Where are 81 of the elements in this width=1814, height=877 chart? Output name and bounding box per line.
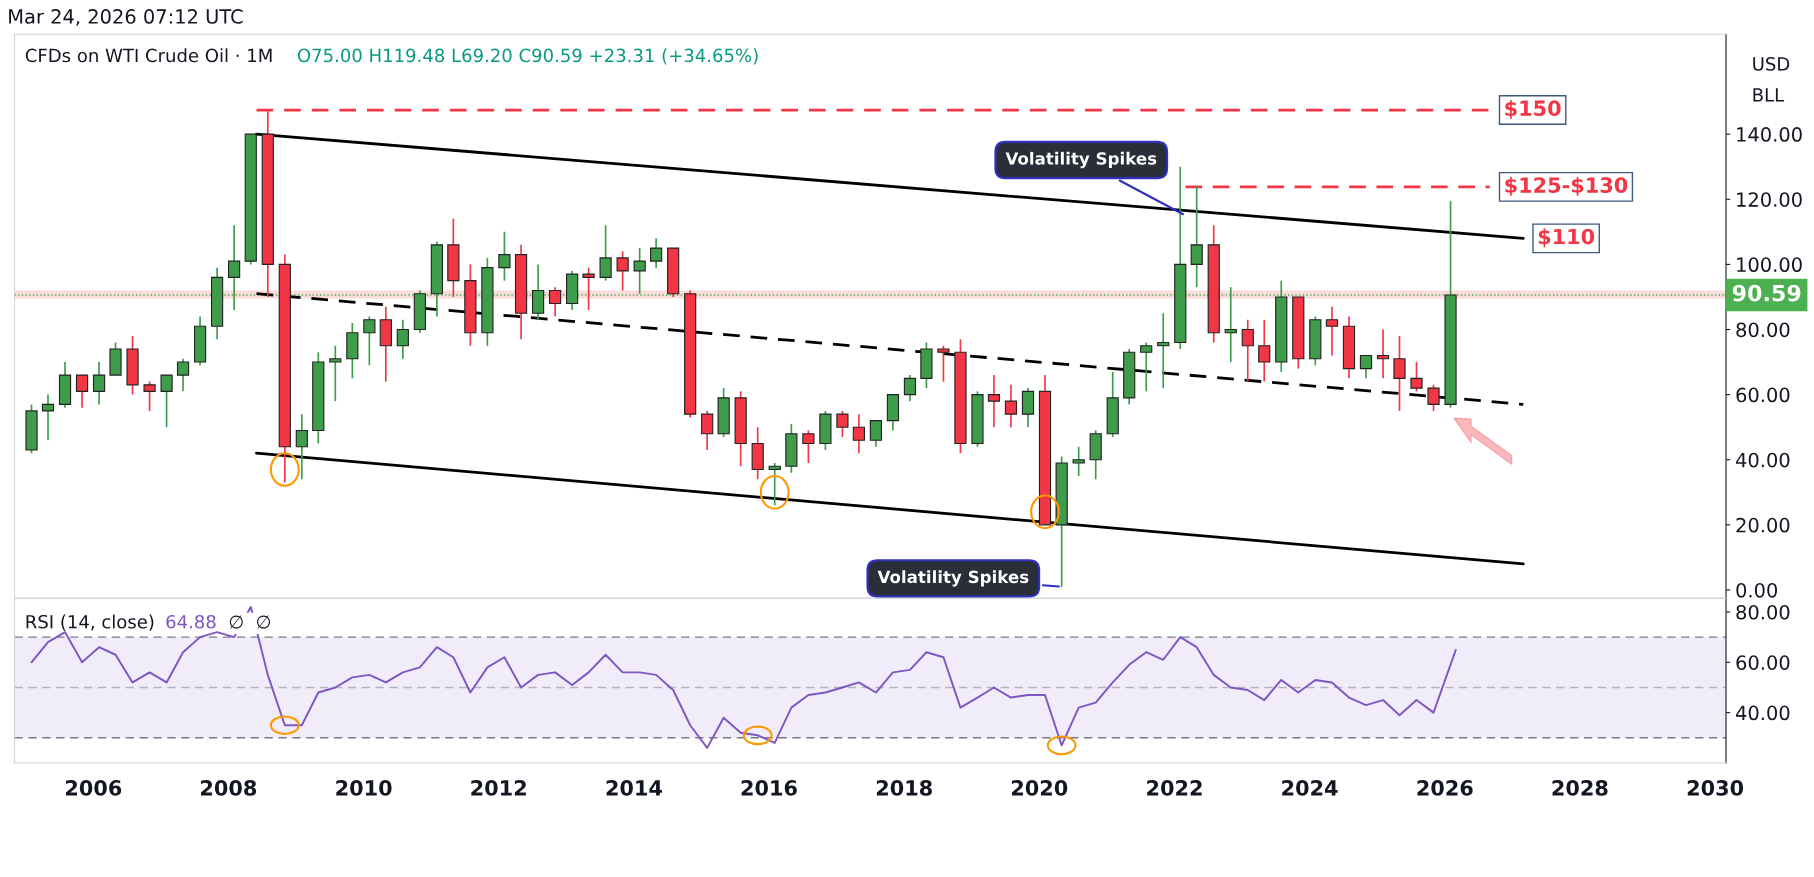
x-tick-label: 2010 bbox=[336, 780, 392, 796]
candlestick bbox=[531, 263, 545, 321]
text: O75.00 H119.48 L69.20 C90.59 +23.31 (+34.65%) bbox=[297, 48, 758, 65]
candlestick bbox=[1224, 286, 1237, 363]
candlestick bbox=[650, 237, 663, 269]
candlestick bbox=[176, 357, 190, 393]
text: USD bbox=[1753, 57, 1790, 71]
x-tick-label: 2008 bbox=[201, 780, 257, 796]
y-tick-label: 40.00 bbox=[1736, 705, 1790, 721]
candlestick bbox=[329, 344, 342, 402]
candlestick bbox=[1410, 361, 1423, 393]
candlestick bbox=[1325, 305, 1339, 357]
candlestick bbox=[768, 462, 781, 507]
annotation: ∅ ∅ bbox=[229, 615, 271, 629]
x-tick-label: 2020 bbox=[1011, 780, 1068, 796]
annotation: $150 bbox=[1505, 99, 1561, 119]
text: Mar 24, 2026 07:12 UTC bbox=[9, 9, 243, 26]
candlestick bbox=[92, 361, 106, 406]
candlestick bbox=[869, 419, 883, 448]
y-tick-label: 60.00 bbox=[1736, 655, 1790, 670]
candlestick bbox=[1157, 312, 1170, 389]
candlestick bbox=[41, 393, 55, 442]
x-tick-label: 2026 bbox=[1417, 780, 1473, 796]
candlestick bbox=[1021, 387, 1035, 429]
candlestick bbox=[1241, 318, 1254, 383]
candlestick bbox=[616, 250, 629, 292]
x-tick-label: 2028 bbox=[1552, 780, 1608, 796]
candlestick bbox=[1427, 384, 1440, 412]
candlestick bbox=[1258, 318, 1271, 383]
annotation: $125-$130 bbox=[1505, 176, 1628, 196]
y-tick-label: 80.00 bbox=[1736, 322, 1790, 338]
candlestick bbox=[1004, 384, 1018, 429]
text: CFDs on WTI Crude Oil · 1M bbox=[25, 48, 272, 63]
y-tick-label: 120.00 bbox=[1737, 192, 1802, 207]
y-tick-label: 20.00 bbox=[1736, 517, 1790, 533]
candlestick bbox=[75, 374, 89, 409]
y-tick-label: 140.00 bbox=[1737, 127, 1802, 142]
candlestick bbox=[582, 266, 595, 311]
candlestick bbox=[143, 380, 156, 412]
ref-line-label: 90.59 bbox=[1732, 284, 1801, 302]
candlestick bbox=[549, 286, 562, 318]
candlestick bbox=[363, 315, 376, 367]
x-tick-label: 2022 bbox=[1147, 780, 1202, 796]
y-tick-label: 40.00 bbox=[1736, 452, 1790, 468]
y-tick-label: 0.00 bbox=[1736, 582, 1778, 598]
x-tick-label: 2014 bbox=[606, 780, 662, 796]
y-tick-label: 100.00 bbox=[1737, 257, 1802, 273]
candlestick bbox=[903, 374, 917, 402]
x-tick-label: 2018 bbox=[876, 780, 932, 796]
candlestick bbox=[1190, 185, 1203, 289]
candlestick bbox=[937, 344, 950, 383]
candlestick bbox=[160, 374, 173, 429]
annotation: Volatility Spikes bbox=[877, 570, 1029, 587]
x-tick-label: 2030 bbox=[1687, 780, 1744, 796]
candlestick bbox=[599, 224, 612, 282]
text: BLL bbox=[1753, 88, 1785, 102]
candlestick bbox=[1072, 445, 1085, 477]
x-tick-label: 2016 bbox=[741, 780, 797, 796]
candlestick bbox=[852, 413, 865, 455]
candlestick bbox=[228, 224, 241, 311]
candlestick bbox=[701, 410, 714, 451]
text: RSI (14, close) bbox=[26, 614, 154, 631]
candlestick bbox=[1140, 341, 1153, 393]
candlestick bbox=[498, 230, 511, 282]
x-tick-label: 2024 bbox=[1282, 780, 1338, 796]
candlestick bbox=[836, 410, 849, 438]
candlestick bbox=[1376, 328, 1390, 380]
x-tick-label: 2012 bbox=[471, 780, 526, 796]
y-tick-label: 60.00 bbox=[1736, 387, 1790, 403]
y-tick-label: 80.00 bbox=[1736, 604, 1790, 620]
annotation: Volatility Spikes bbox=[1005, 151, 1157, 169]
candlestick bbox=[987, 374, 1001, 429]
candlestick bbox=[1393, 335, 1406, 412]
candlestick bbox=[633, 247, 646, 295]
candlestick bbox=[295, 413, 308, 481]
candlestick bbox=[802, 429, 815, 464]
candlestick bbox=[1359, 354, 1373, 380]
text: 64.88 bbox=[166, 614, 216, 629]
x-tick-label: 2006 bbox=[65, 780, 122, 796]
candlestick bbox=[396, 318, 409, 360]
annotation: $110 bbox=[1538, 228, 1595, 248]
